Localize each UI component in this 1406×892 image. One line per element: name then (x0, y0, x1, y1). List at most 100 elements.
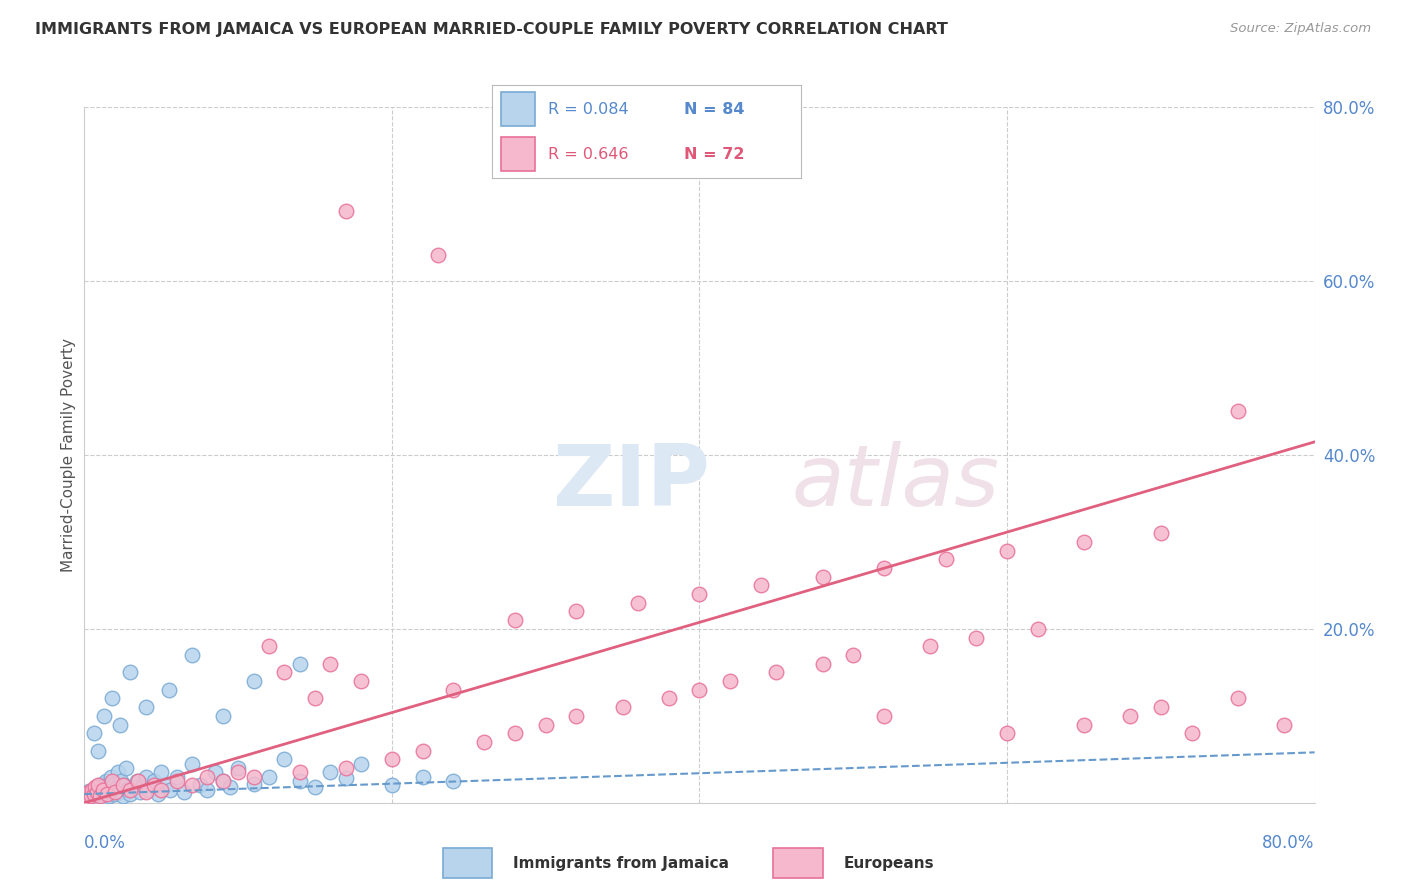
Point (96, 785, 118, 799)
Point (128, 785, 150, 799)
Text: Source: ZipAtlas.com: Source: ZipAtlas.com (1230, 22, 1371, 36)
Point (288, 765, 311, 780)
Point (87, 791, 110, 805)
Point (335, 761, 357, 775)
Point (117, 782, 139, 797)
Point (503, 613, 526, 627)
Text: atlas: atlas (792, 442, 1000, 524)
Point (873, 708, 896, 723)
Point (1226, 404, 1249, 418)
Point (105, 780, 128, 794)
Point (75, 791, 97, 805)
Point (108, 717, 131, 731)
Point (87, 744, 110, 758)
Point (94, 790, 117, 805)
Point (87, 780, 110, 794)
Text: IMMIGRANTS FROM JAMAICA VS EUROPEAN MARRIED-COUPLE FAMILY POVERTY CORRELATION CH: IMMIGRANTS FROM JAMAICA VS EUROPEAN MARR… (35, 22, 948, 37)
Point (96, 787, 118, 801)
Point (84, 782, 107, 797)
FancyBboxPatch shape (443, 848, 492, 878)
Point (135, 785, 157, 799)
Point (86, 785, 108, 799)
Point (443, 682, 465, 697)
Point (534, 717, 557, 731)
Point (122, 780, 145, 794)
Point (689, 682, 711, 697)
Point (197, 782, 219, 797)
Point (155, 778, 177, 792)
Point (150, 765, 173, 780)
Point (335, 204, 357, 219)
Point (125, 774, 148, 789)
Point (166, 770, 188, 784)
Point (811, 657, 834, 671)
Point (120, 665, 142, 680)
Point (77, 793, 100, 807)
Point (381, 752, 404, 766)
Point (159, 782, 181, 797)
Point (472, 735, 495, 749)
Point (112, 778, 135, 792)
Text: ZIP: ZIP (553, 442, 710, 524)
Point (1119, 708, 1142, 723)
Y-axis label: Married-Couple Family Poverty: Married-Couple Family Poverty (60, 338, 76, 572)
Point (765, 665, 787, 680)
Point (115, 761, 138, 775)
Point (79, 789, 101, 803)
Point (108, 785, 131, 799)
Point (75, 789, 97, 803)
Point (80, 782, 103, 797)
Point (111, 789, 134, 803)
Point (96, 778, 118, 792)
Point (658, 691, 681, 706)
Point (565, 605, 588, 619)
Text: R = 0.084: R = 0.084 (548, 102, 628, 117)
Point (77, 785, 100, 799)
Point (381, 778, 404, 792)
Point (503, 726, 526, 740)
Point (226, 765, 249, 780)
Point (142, 774, 165, 789)
Point (350, 674, 373, 689)
Point (443, 774, 465, 789)
Point (98, 781, 121, 796)
Point (94, 774, 117, 789)
Point (101, 774, 124, 789)
Point (565, 708, 588, 723)
Point (181, 756, 204, 771)
Point (173, 785, 195, 799)
Point (412, 770, 434, 784)
Point (1150, 700, 1173, 714)
Point (304, 691, 326, 706)
Point (93, 787, 115, 801)
Point (76, 789, 98, 803)
Point (181, 648, 204, 662)
Point (107, 765, 129, 780)
Point (1272, 717, 1295, 731)
Text: 0.0%: 0.0% (84, 834, 127, 852)
Point (138, 782, 160, 797)
Point (120, 782, 142, 797)
Point (90, 782, 112, 797)
Point (288, 774, 311, 789)
Point (135, 700, 157, 714)
Point (84, 788, 107, 802)
Point (935, 552, 957, 566)
Point (995, 543, 1018, 558)
Point (89, 787, 111, 801)
Point (157, 682, 180, 697)
Point (204, 765, 226, 780)
Text: Europeans: Europeans (844, 855, 934, 871)
FancyBboxPatch shape (502, 92, 536, 126)
Point (127, 774, 149, 789)
Point (86, 789, 108, 804)
Point (91, 785, 114, 799)
Point (100, 770, 122, 784)
Point (132, 778, 155, 792)
FancyBboxPatch shape (502, 137, 536, 171)
Point (1073, 717, 1095, 731)
Point (79, 787, 101, 801)
Point (87, 778, 110, 792)
Point (101, 691, 124, 706)
Point (811, 570, 834, 584)
